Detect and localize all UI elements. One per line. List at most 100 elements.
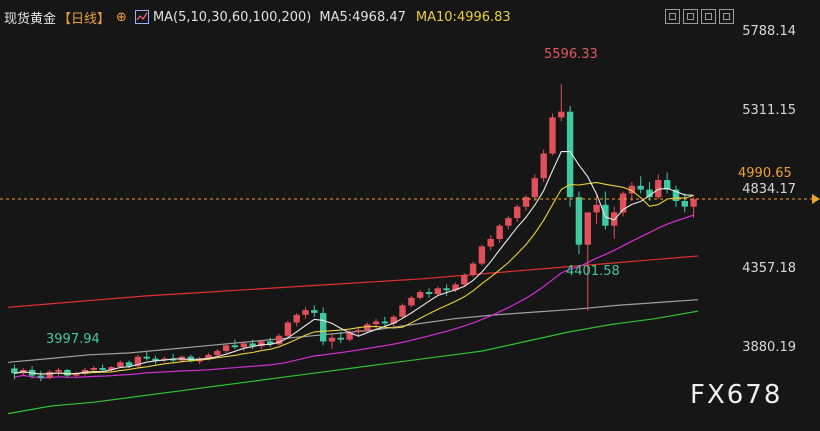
candle-body (293, 314, 300, 323)
candle-body (540, 153, 547, 179)
ma30-line (14, 214, 694, 379)
current-price-label: 4990.65 (734, 165, 802, 183)
ma10-value: MA10:4996.83 (415, 9, 511, 25)
price-marker (812, 193, 820, 204)
crosshair-icon[interactable] (665, 9, 680, 24)
ma100-line (7, 299, 699, 363)
candle-body (637, 185, 644, 190)
candle-body (99, 368, 106, 370)
chart-type-icon[interactable] (683, 9, 698, 24)
y-tick-2: 5311.15 (742, 103, 796, 118)
candle-body (664, 180, 671, 190)
candle-body (478, 246, 486, 264)
candle-body (267, 341, 274, 345)
candle-body (452, 284, 459, 291)
candle-body (487, 238, 494, 247)
candle-body (108, 367, 115, 370)
chart-header: 现货黄金 【日线】 ⊕ MA(5,10,30,60,100,200) MA5:4… (0, 0, 820, 34)
candle-body (337, 337, 344, 340)
candle-body (381, 321, 389, 324)
candle-body (302, 310, 309, 315)
candle-body (505, 218, 512, 226)
candle-body (558, 111, 565, 118)
candle-body (584, 212, 591, 245)
candle-body (214, 351, 221, 355)
watermark: FX678 (690, 380, 783, 410)
ma5-line (14, 151, 694, 375)
candle-body (152, 358, 159, 361)
candle-body (690, 199, 697, 207)
candle-body (222, 345, 230, 351)
ma-parameters[interactable]: MA(5,10,30,60,100,200) (152, 9, 312, 25)
period-selector[interactable]: 【日线】 (58, 11, 111, 27)
candle-body (619, 193, 627, 213)
candle-body (73, 373, 80, 376)
candle-body (125, 362, 133, 367)
candle-body (240, 343, 247, 348)
candle-body (117, 362, 124, 367)
candle-body (434, 288, 441, 294)
candle-body (55, 369, 62, 372)
candle-body (522, 197, 530, 207)
candle-body (443, 288, 450, 291)
play-icon[interactable] (701, 9, 716, 24)
candle-body (11, 368, 18, 374)
ma10-line (14, 181, 694, 375)
candle-body (372, 321, 380, 325)
candle-body (320, 313, 327, 342)
candle-body (170, 358, 177, 361)
candle-body (346, 332, 353, 340)
candle-body (311, 310, 318, 313)
candle-body (275, 335, 283, 345)
candle-body (496, 225, 503, 239)
candle-body (231, 345, 239, 348)
candle-body (514, 206, 521, 219)
candle-body (566, 111, 574, 198)
candle-body (549, 117, 556, 154)
candle-body (390, 316, 397, 324)
candle-body (37, 375, 45, 378)
symbol-label[interactable]: 现货黄金 (4, 11, 57, 27)
candle-body (417, 292, 424, 298)
low-annotation-recent: 4401.58 (566, 264, 620, 279)
add-indicator-icon[interactable]: ⊕ (116, 9, 127, 25)
candle-body (284, 322, 292, 336)
candle-body (646, 189, 653, 198)
candle-body (531, 178, 538, 198)
candle-body (46, 371, 53, 378)
candle-body (425, 292, 433, 294)
candle-body (593, 204, 600, 213)
candle-body (355, 330, 362, 332)
low-annotation-early: 3997.94 (46, 332, 100, 347)
candle-body (628, 185, 636, 194)
candle-body (681, 201, 688, 207)
candle-body (408, 297, 415, 306)
candle-body (611, 212, 618, 226)
y-tick-4: 4357.18 (742, 261, 796, 276)
candle-body (90, 368, 97, 370)
candle-body (258, 341, 265, 347)
candle-body (64, 369, 71, 376)
candle-body (469, 263, 477, 275)
candle-body (461, 275, 468, 285)
candle-body (364, 324, 371, 331)
candle-body (672, 189, 680, 201)
candle-body (249, 343, 256, 347)
indicator-chart-icon[interactable] (134, 10, 149, 24)
y-tick-5: 3880.19 (742, 340, 796, 355)
high-annotation: 5596.33 (544, 47, 598, 62)
candle-body (143, 356, 150, 359)
ma60-line (7, 310, 699, 415)
candle-body (134, 356, 142, 367)
expand-icon[interactable] (719, 9, 734, 24)
candle-body (575, 197, 583, 245)
ma5-value: MA5:4968.47 (319, 9, 406, 25)
y-tick-1: 5788.14 (742, 24, 796, 39)
chart-toolbar (665, 9, 734, 24)
candle-body (399, 305, 406, 317)
candle-body (328, 337, 336, 342)
y-tick-3: 4834.17 (742, 182, 796, 197)
candle-body (602, 204, 609, 226)
candle-body (205, 354, 212, 359)
